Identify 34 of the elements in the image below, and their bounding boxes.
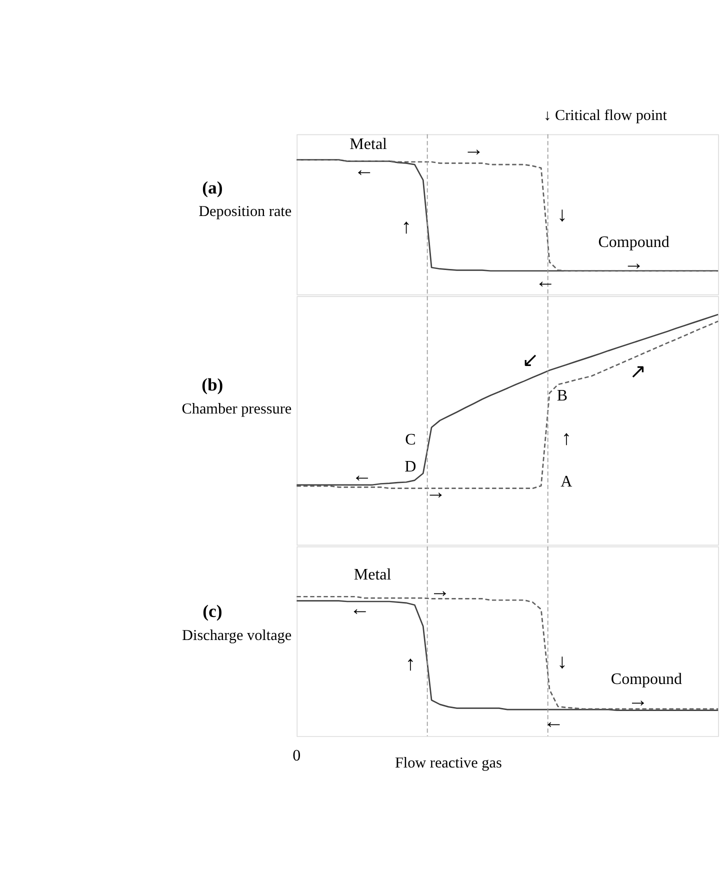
annotation: Compound	[598, 234, 670, 251]
annotation: ↑	[561, 428, 572, 450]
annotation: C	[405, 431, 416, 448]
annotation: ←	[352, 464, 372, 487]
text: 0	[292, 748, 301, 765]
text: Metal	[354, 566, 392, 584]
annotation: ↑	[405, 653, 416, 676]
x-axis-title: Flow reactive gas	[394, 754, 502, 772]
text: (b)	[202, 374, 224, 395]
annotation: →	[464, 138, 484, 161]
annotation: →	[430, 580, 450, 602]
annotation: →	[628, 689, 648, 712]
annotation: ↓	[557, 204, 568, 226]
annotation: ↓	[557, 651, 568, 674]
text: ↓ Critical flow point	[544, 106, 668, 124]
annotation: ←	[544, 711, 564, 734]
annotation: ←	[535, 270, 556, 293]
y-axis-title: Deposition rate	[198, 203, 292, 220]
chart-title: (c)	[202, 601, 222, 622]
text: (a)	[202, 177, 223, 198]
annotation: ↙	[522, 349, 540, 372]
annotation: A	[560, 473, 573, 490]
y-axis-title: Discharge voltage	[182, 626, 292, 644]
annotation: D	[404, 458, 416, 476]
y-axis-title: Chamber pressure	[182, 400, 292, 418]
annotation: B	[556, 388, 568, 405]
annotation: ↗	[630, 360, 647, 383]
annotation: →	[426, 481, 446, 504]
annotation: Compound	[610, 670, 682, 688]
text: Metal	[350, 136, 388, 153]
annotation: ↑	[401, 216, 412, 238]
annotation: →	[624, 252, 644, 274]
annotation: ←	[350, 598, 370, 620]
annotation: ←	[354, 158, 374, 181]
